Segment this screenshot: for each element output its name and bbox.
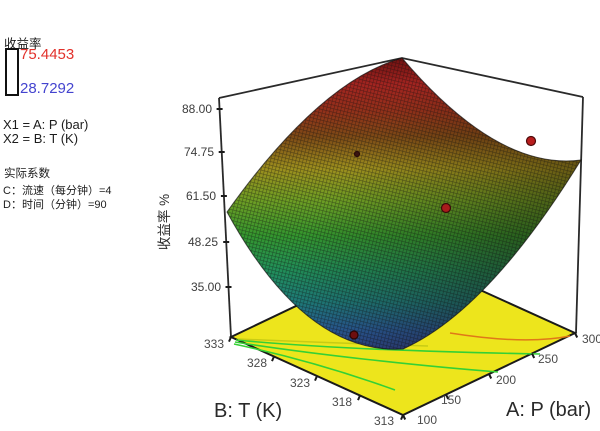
contour-orange	[449, 332, 571, 341]
z-tick-74: 74.75	[184, 145, 214, 159]
legend-x1-mapping: X1 = A: P (bar)	[3, 117, 89, 132]
b-tick-333: 333	[204, 337, 224, 351]
legend-factor-d: D：时间（分钟）=90	[3, 199, 107, 211]
a-tick-300: 300	[582, 332, 600, 346]
a-tick-150: 150	[441, 393, 461, 407]
z-tick-48: 48.25	[188, 235, 218, 249]
b-axis-ticks	[228, 336, 404, 420]
right-axis-line	[575, 96, 584, 334]
contour-green-2	[234, 341, 499, 373]
legend-factor-c: C：流速（每分钟）=4	[3, 185, 112, 197]
contour-green-1	[235, 339, 541, 355]
design-point	[440, 202, 452, 214]
legend-actual-factors-title: 实际系数	[4, 168, 50, 180]
legend-scale-max-value: 75.4453	[20, 46, 75, 63]
a-tick-250: 250	[538, 352, 558, 366]
legend-x2-mapping: X2 = B: T (K)	[3, 131, 79, 146]
z-tick-61: 61.50	[186, 189, 216, 203]
b-tick-313: 313	[374, 414, 394, 428]
b-tick-328: 328	[247, 356, 267, 370]
z-axis-line	[218, 97, 232, 338]
legend-response-name: 收益率	[4, 37, 42, 51]
response-surface[interactable]	[226, 57, 582, 350]
z-axis-title: 收益率 %	[156, 194, 172, 250]
contour-green-3	[233, 343, 396, 391]
z-axis-ticks	[216, 108, 232, 288]
a-axis-ticks	[402, 332, 579, 420]
a-tick-100: 100	[417, 413, 437, 427]
design-point	[353, 150, 361, 158]
a-tick-200: 200	[496, 373, 516, 387]
a-axis-title: A: P (bar)	[506, 399, 591, 421]
z-tick-35: 35.00	[191, 280, 221, 294]
design-points	[349, 135, 537, 340]
b-axis-title: B: T (K)	[214, 400, 282, 422]
legend-scale-min-value: 28.7292	[20, 80, 75, 97]
b-tick-323: 323	[290, 376, 310, 390]
legend-color-scale-bar	[5, 48, 19, 96]
z-tick-88: 88.00	[182, 102, 212, 116]
design-point	[349, 330, 359, 340]
design-point	[525, 135, 537, 147]
surface-mesh-texture	[227, 58, 581, 350]
b-tick-318: 318	[332, 395, 352, 409]
